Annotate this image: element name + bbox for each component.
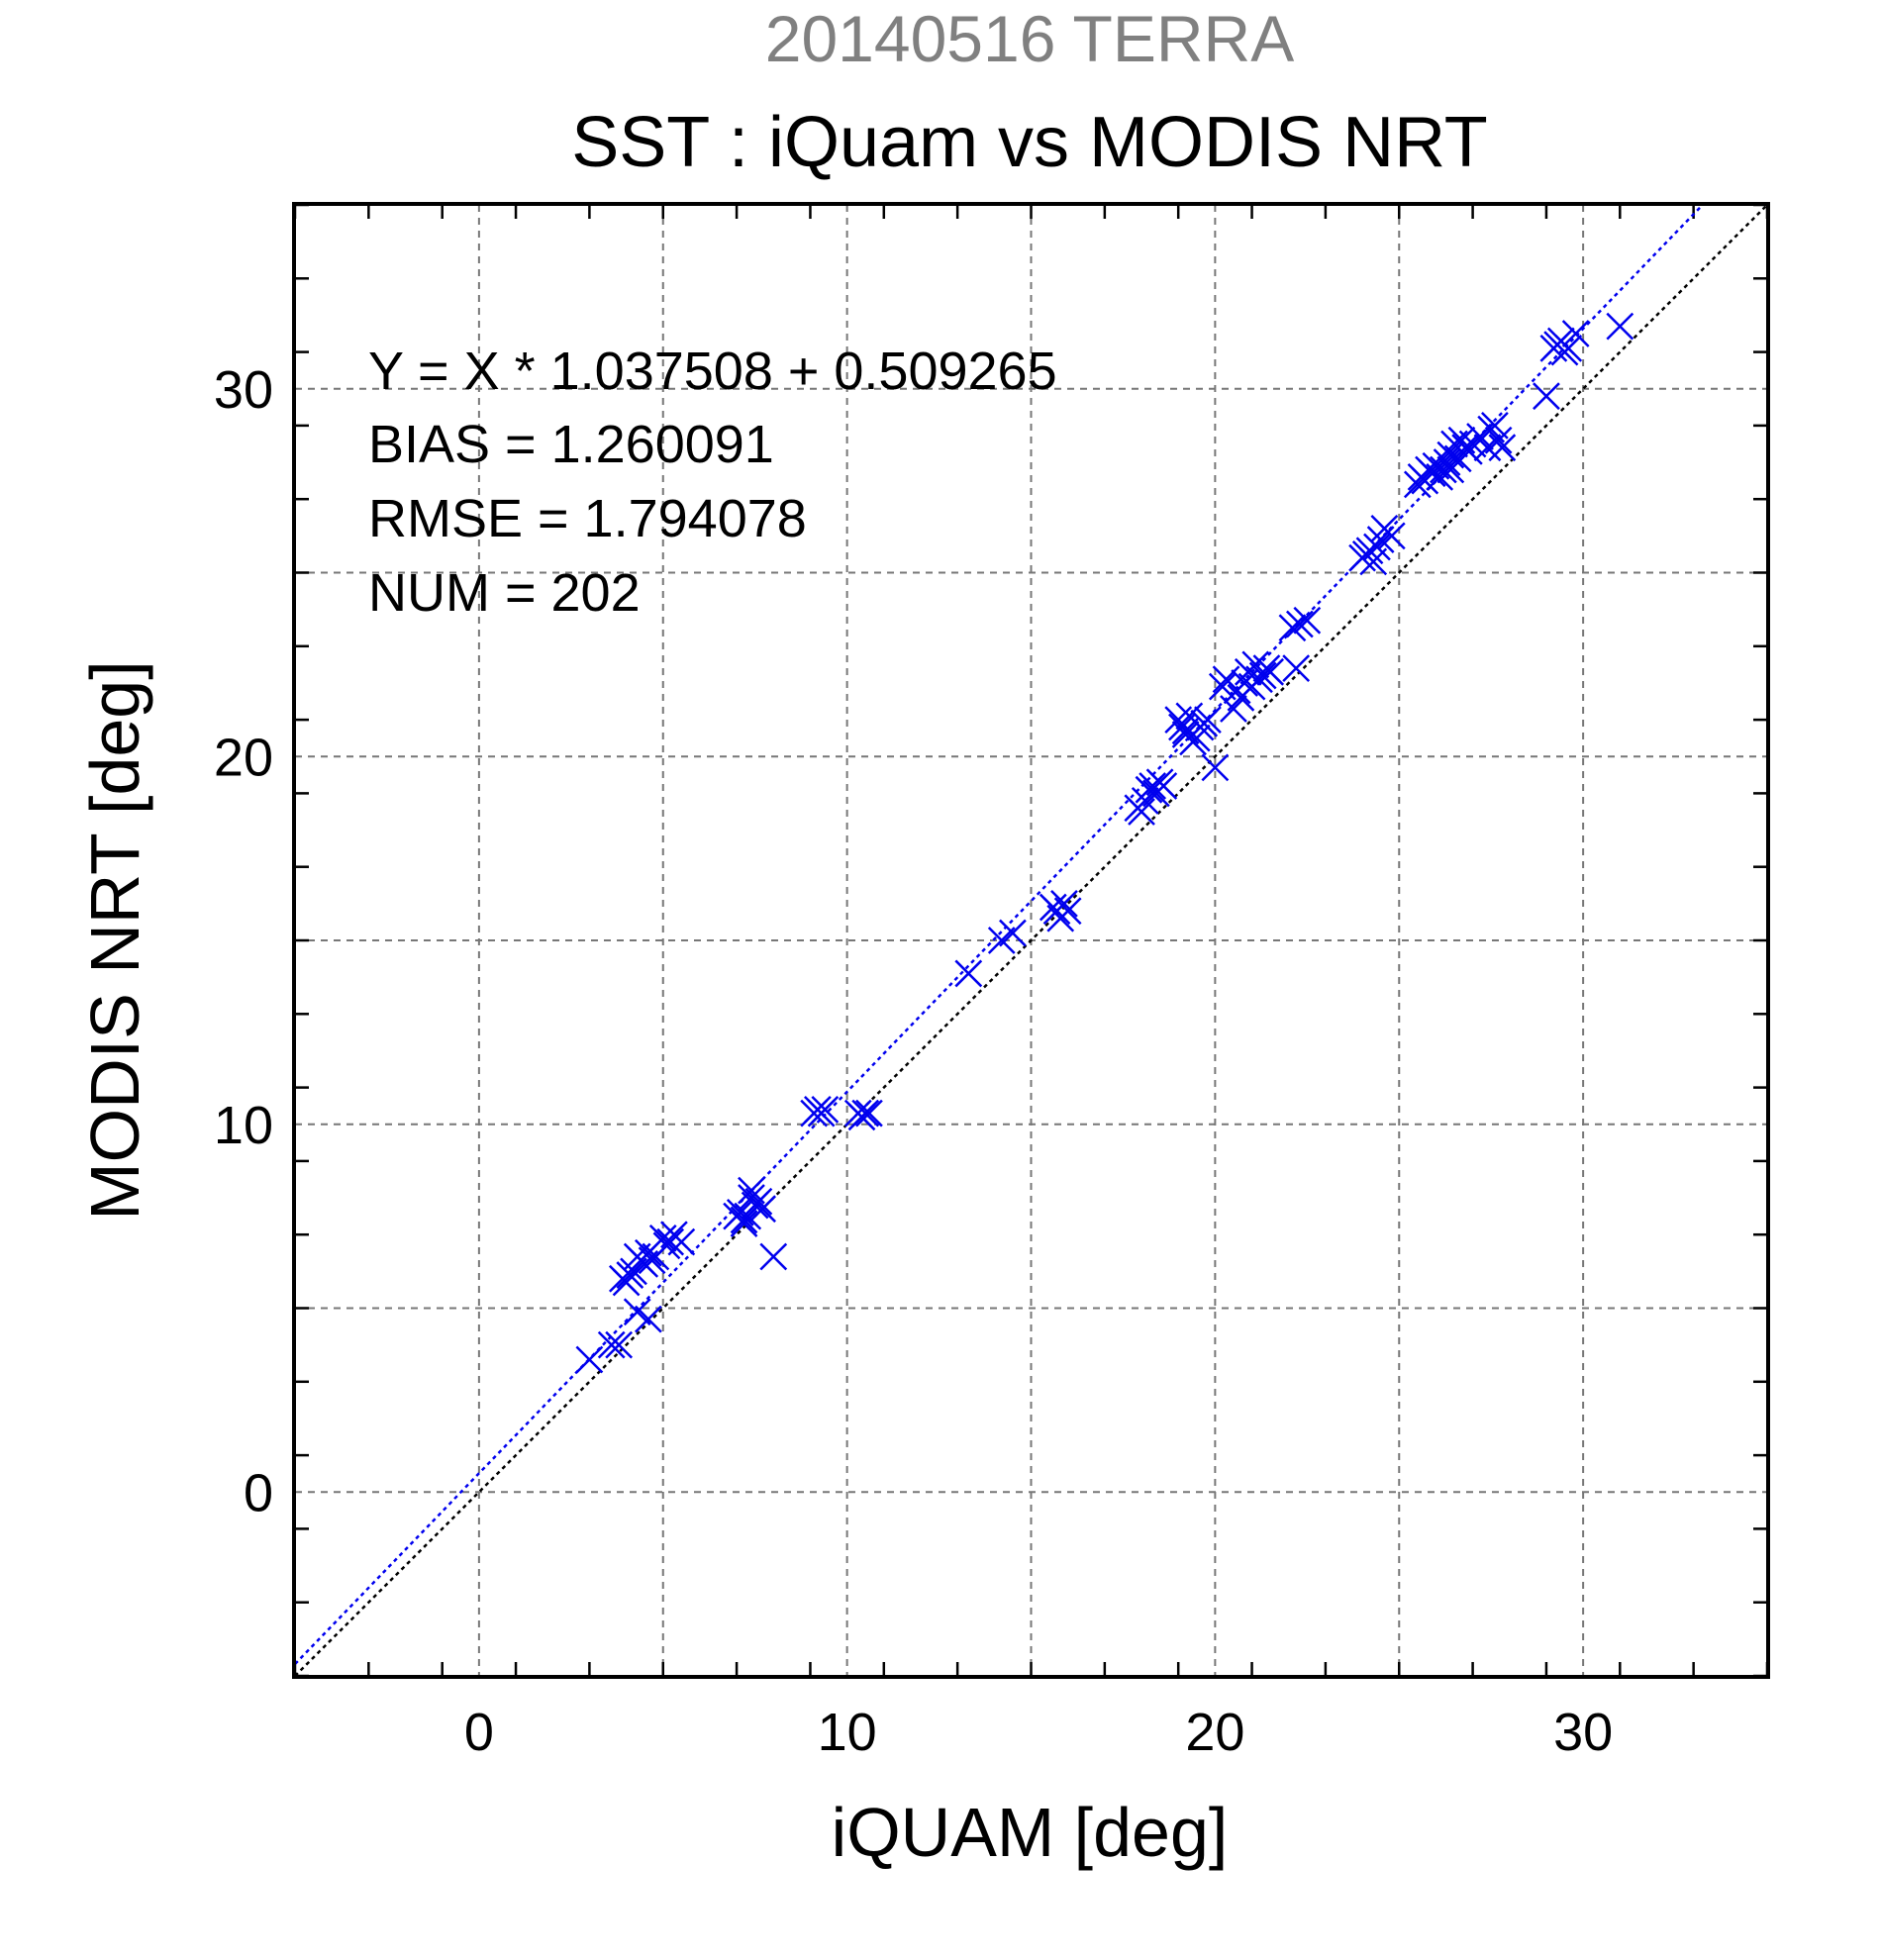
data-point	[730, 1210, 758, 1237]
data-point	[648, 1225, 677, 1252]
data-point	[1533, 382, 1560, 411]
data-point	[1194, 706, 1222, 734]
data-point	[1285, 610, 1314, 638]
data-point	[634, 1305, 662, 1333]
x-axis-label: iQUAM [deg]	[832, 1794, 1229, 1871]
data-point	[1248, 661, 1277, 690]
data-point	[726, 1199, 754, 1226]
data-point	[1053, 897, 1082, 926]
data-point	[1429, 455, 1457, 484]
stats-box: Y = X * 1.037508 + 0.509265 BIAS = 1.260…	[368, 342, 1057, 623]
chart-subtitle: 20140516 TERRA	[765, 2, 1294, 75]
stats-line-bias: BIAS = 1.260091	[368, 415, 774, 474]
x-tick-label: 20	[1185, 1703, 1244, 1762]
data-point	[999, 919, 1027, 947]
stats-line-equation: Y = X * 1.037508 + 0.509265	[368, 342, 1057, 401]
data-point	[1282, 654, 1311, 682]
data-point	[851, 1099, 880, 1127]
data-point	[1436, 455, 1465, 484]
data-point	[954, 959, 983, 988]
data-point	[855, 1099, 883, 1127]
data-point	[605, 1330, 634, 1359]
data-point	[1554, 335, 1583, 362]
data-point	[656, 1227, 685, 1256]
axis-ticks	[293, 203, 1769, 1678]
data-point	[1050, 889, 1078, 918]
data-point	[1484, 426, 1513, 454]
y-tick-label: 30	[214, 360, 273, 420]
data-point	[1201, 753, 1230, 782]
data-point	[575, 1345, 604, 1374]
data-point	[1561, 320, 1590, 347]
data-point	[1227, 683, 1255, 712]
y-tick-label: 10	[214, 1096, 273, 1155]
data-point	[1366, 526, 1395, 553]
stats-line-rmse: RMSE = 1.794078	[368, 489, 807, 548]
reference-lines	[295, 205, 1767, 1676]
data-point	[1436, 441, 1465, 469]
fit-line	[295, 205, 1705, 1665]
tick-labels: 0 10 20 30 0 10 20 30	[214, 360, 1613, 1762]
data-point	[1138, 772, 1167, 800]
data-point	[1293, 606, 1322, 635]
data-point	[1377, 522, 1406, 550]
data-point	[1149, 772, 1178, 800]
y-tick-label: 0	[244, 1463, 273, 1522]
data-point	[811, 1096, 840, 1124]
data-point	[667, 1227, 696, 1256]
chart-title: SST : iQuam vs MODIS NRT	[571, 103, 1488, 182]
data-point	[1128, 798, 1155, 826]
data-point	[744, 1187, 773, 1216]
data-point	[1278, 614, 1307, 642]
data-point	[759, 1242, 788, 1271]
data-points	[575, 312, 1634, 1374]
data-point	[597, 1330, 626, 1359]
data-point	[1433, 448, 1461, 476]
data-point	[738, 1184, 765, 1212]
data-point	[1606, 312, 1634, 341]
identity-line	[295, 205, 1767, 1676]
grid-lines	[295, 205, 1767, 1676]
x-tick-label: 0	[464, 1703, 494, 1762]
y-tick-label: 20	[214, 728, 273, 787]
data-point	[1171, 717, 1200, 745]
data-point	[1256, 657, 1285, 686]
y-axis-label: MODIS NRT [deg]	[76, 660, 153, 1220]
stats-line-num: NUM = 202	[368, 563, 641, 623]
plot-frame	[292, 202, 1770, 1679]
data-point	[1488, 434, 1517, 462]
data-point	[1363, 533, 1391, 561]
x-tick-label: 10	[818, 1703, 877, 1762]
x-tick-label: 30	[1553, 1703, 1613, 1762]
